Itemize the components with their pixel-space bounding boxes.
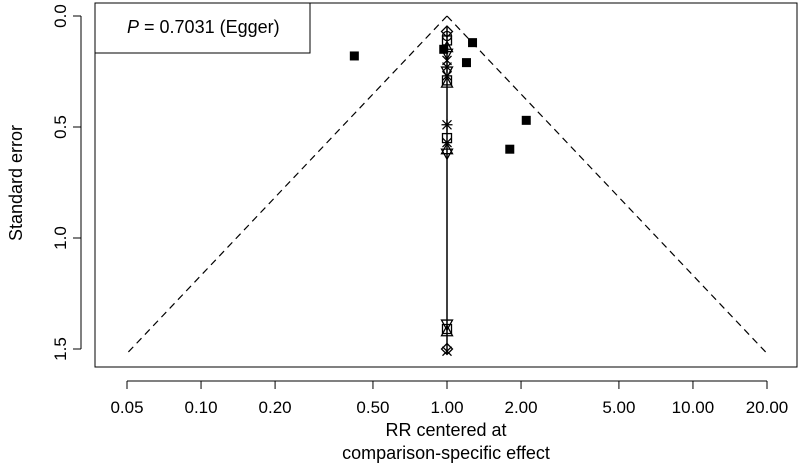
data-point-25 xyxy=(440,324,454,337)
plot-frame xyxy=(94,2,798,368)
y-tick-label-4: 1.5 xyxy=(51,337,70,361)
data-point-14 xyxy=(440,66,454,79)
data-point-18 xyxy=(441,119,453,131)
x-tick-label-3: 0.20 xyxy=(259,398,292,417)
data-point-17 xyxy=(440,75,454,88)
y-axis-title: Standard error xyxy=(6,125,26,241)
x-tick-label-9: 20.00 xyxy=(746,398,789,417)
data-point-27 xyxy=(442,346,452,357)
data-point-11 xyxy=(440,48,454,61)
x-axis-title-line2: comparison-specific effect xyxy=(342,443,550,463)
x-tick-label-5: 1.00 xyxy=(430,398,463,417)
data-point-4 xyxy=(521,115,531,125)
funnel-line-left xyxy=(126,15,448,354)
x-tick-label-6: 2.00 xyxy=(504,398,537,417)
y-tick-label-2: 0.5 xyxy=(51,115,70,139)
data-point-3 xyxy=(461,58,471,68)
data-point-5 xyxy=(505,144,515,154)
y-tick-label-1: 0.0 xyxy=(51,4,70,28)
data-point-2 xyxy=(468,38,478,48)
x-tick-label-2: 0.10 xyxy=(184,398,217,417)
x-tick-label-8: 10.00 xyxy=(672,398,715,417)
data-point-10 xyxy=(440,40,454,53)
x-tick-label-1: 0.05 xyxy=(110,398,143,417)
funnel-line-right xyxy=(446,15,768,354)
x-axis-title-line1: RR centered at xyxy=(385,420,506,440)
egger-p-label: P xyxy=(127,17,139,37)
data-point-7 xyxy=(440,25,454,38)
x-tick-label-4: 0.50 xyxy=(356,398,389,417)
data-point-1 xyxy=(349,51,359,61)
data-point-9 xyxy=(441,35,453,46)
y-tick-label-3: 1.0 xyxy=(51,226,70,250)
egger-annotation: P = 0.7031 (Egger) xyxy=(127,17,280,37)
egger-annotation-box xyxy=(94,2,311,54)
egger-p-value: = 0.7031 (Egger) xyxy=(139,17,280,37)
x-tick-label-7: 5.00 xyxy=(602,398,635,417)
data-point-22 xyxy=(440,148,454,161)
